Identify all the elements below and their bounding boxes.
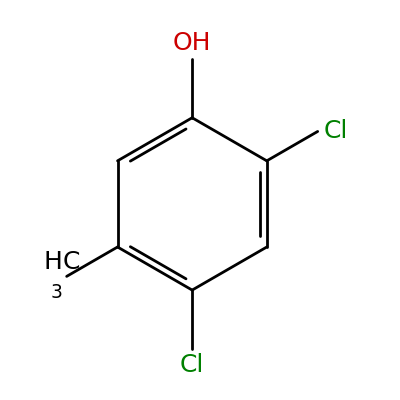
Text: OH: OH bbox=[173, 31, 212, 55]
Text: Cl: Cl bbox=[324, 120, 348, 144]
Text: C: C bbox=[63, 250, 80, 274]
Text: Cl: Cl bbox=[180, 353, 204, 377]
Text: H: H bbox=[44, 250, 63, 274]
Text: 3: 3 bbox=[51, 284, 63, 302]
